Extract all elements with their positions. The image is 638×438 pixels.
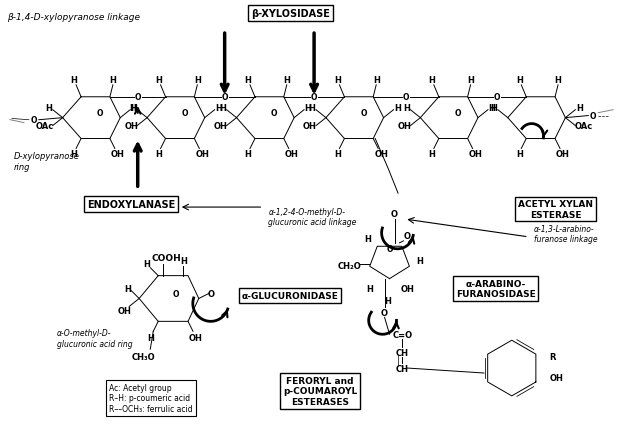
- Text: H: H: [403, 104, 410, 113]
- Text: H: H: [428, 149, 435, 159]
- Text: OH: OH: [189, 333, 203, 342]
- Text: C=O: C=O: [392, 330, 413, 339]
- Text: CH₃O: CH₃O: [131, 352, 155, 361]
- Text: OH: OH: [549, 374, 563, 383]
- Text: α-O-methyl-D-
glucuronic acid ring: α-O-methyl-D- glucuronic acid ring: [57, 328, 132, 348]
- Text: OAc: OAc: [574, 122, 593, 131]
- Text: Ac: Acetyl group
R–H: p-coumeric acid
R––OCH₃: ferrulic acid: Ac: Acetyl group R–H: p-coumeric acid R–…: [109, 383, 193, 413]
- Text: CH: CH: [396, 348, 409, 357]
- Text: H: H: [554, 76, 561, 85]
- Text: H: H: [194, 76, 201, 85]
- Text: H: H: [124, 284, 131, 293]
- Text: H: H: [467, 76, 474, 85]
- Text: H: H: [334, 149, 341, 159]
- Text: CH₂O: CH₂O: [338, 261, 362, 271]
- Text: H: H: [309, 104, 315, 113]
- Text: R: R: [549, 352, 556, 361]
- Text: H: H: [416, 257, 423, 265]
- Text: O: O: [381, 308, 388, 317]
- Text: OH: OH: [401, 284, 414, 293]
- Text: H: H: [491, 104, 498, 113]
- Text: H: H: [143, 260, 150, 268]
- Text: H: H: [155, 149, 162, 159]
- Text: OH: OH: [469, 149, 482, 159]
- Text: H: H: [244, 149, 251, 159]
- Text: D-xylopyranose
ring: D-xylopyranose ring: [14, 152, 80, 171]
- Text: H: H: [130, 104, 137, 113]
- Text: H: H: [215, 104, 222, 113]
- Text: OH: OH: [124, 122, 138, 131]
- Text: OH: OH: [303, 122, 317, 131]
- Text: OH: OH: [111, 149, 125, 159]
- Text: FERORYL and
p-COUMAROYL
ESTERASES: FERORYL and p-COUMAROYL ESTERASES: [283, 376, 357, 406]
- Text: O: O: [207, 290, 214, 298]
- Text: H: H: [373, 76, 380, 85]
- Text: H: H: [576, 104, 582, 113]
- Text: COOH: COOH: [151, 254, 181, 263]
- Text: O: O: [403, 93, 409, 102]
- Text: β-XYLOSIDASE: β-XYLOSIDASE: [251, 9, 330, 19]
- Text: OAc: OAc: [36, 122, 54, 131]
- Text: H: H: [181, 257, 188, 265]
- Text: O: O: [173, 290, 179, 299]
- Text: O: O: [221, 93, 228, 102]
- Text: OH: OH: [397, 122, 412, 131]
- Text: α-GLUCURONIDASE: α-GLUCURONIDASE: [242, 291, 339, 300]
- Text: H: H: [334, 76, 341, 85]
- Text: H: H: [489, 104, 495, 113]
- Text: H: H: [516, 76, 523, 85]
- Text: H: H: [131, 104, 138, 113]
- Text: OH: OH: [556, 149, 570, 159]
- Text: β-1,4-D-xylopyranose linkage: β-1,4-D-xylopyranose linkage: [7, 13, 140, 22]
- Text: H: H: [147, 333, 154, 342]
- Text: H: H: [366, 284, 373, 293]
- Text: H: H: [71, 76, 78, 85]
- Text: O: O: [271, 109, 278, 118]
- Text: O: O: [454, 109, 461, 118]
- Text: H: H: [71, 149, 78, 159]
- Text: OH: OH: [285, 149, 299, 159]
- Text: H: H: [384, 296, 391, 305]
- Text: O: O: [181, 109, 188, 118]
- Text: H: H: [45, 104, 52, 113]
- Text: H: H: [516, 149, 523, 159]
- Text: O: O: [494, 93, 500, 102]
- Text: H: H: [394, 104, 401, 113]
- Text: O: O: [360, 109, 367, 118]
- Text: CH: CH: [396, 364, 409, 373]
- Text: OH: OH: [117, 306, 131, 315]
- Text: H: H: [110, 76, 116, 85]
- Text: O: O: [386, 245, 393, 254]
- Text: H: H: [364, 235, 371, 244]
- Text: OH: OH: [214, 122, 228, 131]
- Text: H: H: [428, 76, 435, 85]
- Text: O: O: [311, 93, 317, 102]
- Text: H: H: [219, 104, 226, 113]
- Text: O: O: [97, 109, 103, 118]
- Text: H: H: [244, 76, 251, 85]
- Text: OH: OH: [195, 149, 209, 159]
- Text: OH: OH: [375, 149, 388, 159]
- Text: α-ARABINO-
FURANOSIDASE: α-ARABINO- FURANOSIDASE: [456, 279, 536, 299]
- Text: α-1,2-4-O-methyl-D-
glucuronic acid linkage: α-1,2-4-O-methyl-D- glucuronic acid link…: [269, 208, 357, 227]
- Text: O: O: [31, 116, 37, 125]
- Text: O: O: [391, 209, 398, 218]
- Text: ENDOXYLANASE: ENDOXYLANASE: [87, 200, 175, 210]
- Text: O: O: [404, 232, 411, 241]
- Text: H: H: [304, 104, 311, 113]
- Text: O: O: [590, 112, 597, 121]
- Text: ACETYL XYLAN
ESTERASE: ACETYL XYLAN ESTERASE: [518, 200, 593, 219]
- Text: H: H: [283, 76, 290, 85]
- Text: O: O: [135, 93, 141, 102]
- Text: α-1,3-L-arabino-
furanose linkage: α-1,3-L-arabino- furanose linkage: [533, 224, 597, 244]
- Text: H: H: [155, 76, 162, 85]
